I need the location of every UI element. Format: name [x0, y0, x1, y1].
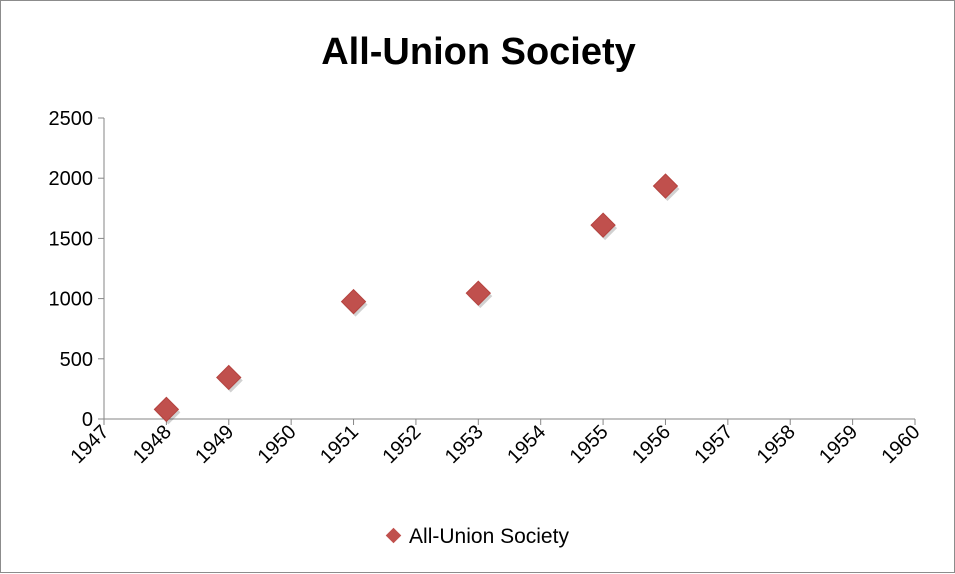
data-point-diamond: [340, 288, 367, 315]
y-tick-label: 1500: [49, 228, 94, 250]
x-tick-label: 1949: [191, 421, 238, 468]
y-tick-label: 1000: [49, 289, 94, 311]
legend: All-Union Society: [1, 525, 955, 549]
x-tick-label: 1956: [628, 421, 675, 468]
data-point-diamond: [465, 280, 492, 306]
x-tick-label: 1948: [129, 421, 176, 468]
legend-label: All-Union Society: [409, 525, 569, 548]
x-tick-label: 1954: [503, 421, 550, 468]
x-tick-label: 1947: [67, 421, 114, 468]
chart-title: All-Union Society: [321, 31, 636, 73]
y-tick-label: 2000: [49, 168, 94, 190]
x-tick-label: 1957: [690, 421, 737, 468]
legend-marker-diamond-icon: [385, 527, 402, 544]
x-tick-label: 1960: [878, 421, 925, 468]
x-tick-label: 1959: [815, 421, 862, 468]
x-tick-label: 1952: [378, 421, 425, 468]
x-tick-label: 1955: [566, 421, 613, 468]
data-point-diamond: [590, 212, 616, 238]
y-tick-label: 500: [60, 349, 93, 371]
x-tick-label: 1951: [316, 421, 363, 468]
data-point-diamond: [216, 364, 242, 391]
x-tick-label: 1958: [753, 421, 800, 468]
data-point-diamond: [652, 173, 679, 199]
data-point-diamond: [153, 396, 180, 423]
x-tick-label: 1950: [254, 421, 301, 468]
y-tick-label: 0: [82, 409, 93, 431]
y-tick-label: 2500: [49, 108, 94, 130]
x-tick-label: 1953: [441, 421, 488, 468]
